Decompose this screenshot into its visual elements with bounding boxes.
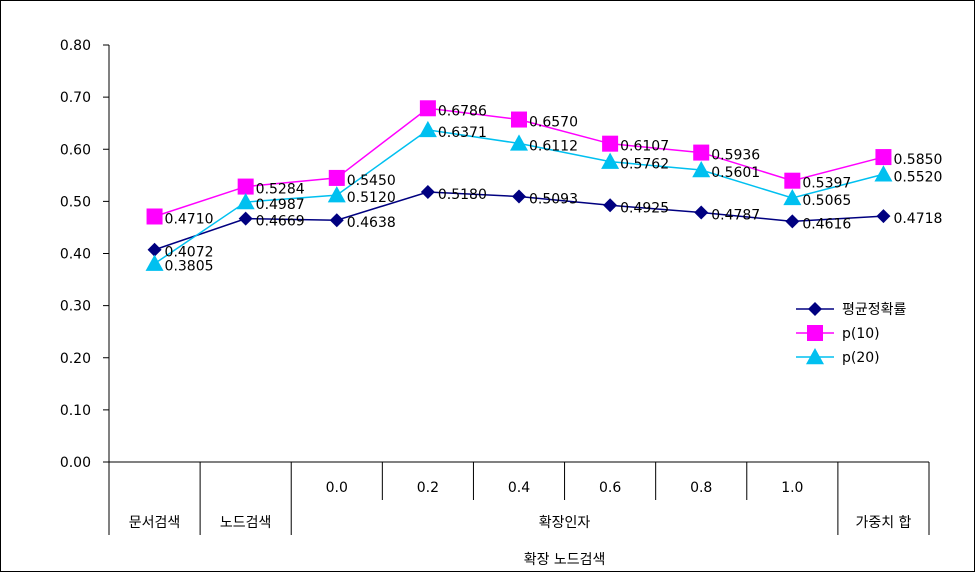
data-point-0 <box>785 214 800 229</box>
x-tick-label: 0.8 <box>690 480 712 496</box>
data-point-0 <box>512 189 526 204</box>
data-point-2 <box>692 161 711 178</box>
data-point-1 <box>602 135 619 152</box>
data-point-1 <box>237 178 254 195</box>
data-label: 0.6371 <box>438 125 487 141</box>
legend-marker-1 <box>807 325 823 341</box>
data-label: 0.4669 <box>256 214 305 230</box>
data-label: 0.5762 <box>620 157 669 173</box>
data-point-0 <box>694 205 709 220</box>
data-point-1 <box>328 169 345 186</box>
x-tick-label: 가중치 합 <box>855 515 911 531</box>
data-label: 0.5850 <box>893 152 942 168</box>
y-tick-label: 0.60 <box>60 142 91 158</box>
y-tick-label: 0.10 <box>60 403 91 419</box>
y-tick-label: 0.70 <box>60 90 91 106</box>
data-point-0 <box>238 211 253 226</box>
x-tick-label: 1.0 <box>781 480 803 496</box>
x-tick-label: 0.6 <box>599 480 621 496</box>
data-point-1 <box>146 208 163 225</box>
legend-label: 평균정확률 <box>842 302 907 318</box>
data-point-1 <box>511 111 527 128</box>
data-point-2 <box>510 134 528 151</box>
data-point-2 <box>418 120 437 138</box>
data-label: 0.4710 <box>165 211 214 227</box>
data-label: 0.3805 <box>165 259 214 275</box>
data-label: 0.5450 <box>347 173 396 189</box>
data-label: 0.5397 <box>802 176 851 192</box>
data-label: 0.4987 <box>256 197 305 213</box>
axis-group-title: 확장 노드검색 <box>524 552 606 568</box>
data-point-1 <box>419 100 436 117</box>
data-label: 0.6786 <box>438 103 487 119</box>
data-point-0 <box>420 184 435 199</box>
data-label: 0.5065 <box>802 193 851 209</box>
legend-marker-2 <box>806 348 824 365</box>
y-tick-label: 0.50 <box>60 194 91 210</box>
data-point-2 <box>783 188 802 206</box>
x-tick-label: 0.2 <box>417 480 439 496</box>
y-tick-label: 0.40 <box>60 247 91 263</box>
data-label: 0.5180 <box>438 187 487 203</box>
legend-marker-0 <box>808 302 822 316</box>
data-point-0 <box>147 242 162 257</box>
y-tick-label: 0.30 <box>60 299 91 315</box>
data-label: 0.4718 <box>893 211 942 227</box>
x-tick-label: 0.4 <box>508 480 530 496</box>
data-point-1 <box>693 144 710 161</box>
data-label: 0.5601 <box>711 165 760 181</box>
data-point-2 <box>601 152 620 169</box>
y-tick-label: 0.20 <box>60 351 91 367</box>
legend-label: p(10) <box>842 326 880 342</box>
y-tick-label: 0.00 <box>60 455 91 471</box>
x-tick-label: 문서검색 <box>129 515 181 531</box>
data-label: 0.4925 <box>620 200 669 216</box>
legend-label: p(20) <box>842 350 880 366</box>
data-label: 0.5093 <box>529 192 578 208</box>
data-point-2 <box>327 186 346 203</box>
data-label: 0.4072 <box>165 245 214 261</box>
data-label: 0.6112 <box>529 138 578 154</box>
x-tick-label: 노드검색 <box>220 515 272 531</box>
y-tick-label: 0.80 <box>60 38 91 54</box>
data-point-0 <box>603 198 618 213</box>
data-point-1 <box>875 149 892 166</box>
data-label: 0.5284 <box>256 182 305 198</box>
data-label: 0.5120 <box>347 190 396 206</box>
data-label: 0.4638 <box>347 215 396 231</box>
data-point-2 <box>236 193 255 210</box>
data-label: 0.6570 <box>529 115 578 131</box>
x-tick-label: 0.0 <box>326 480 348 496</box>
data-label: 0.5520 <box>893 169 942 185</box>
data-label: 0.5936 <box>711 148 760 164</box>
data-point-2 <box>145 254 164 271</box>
data-point-2 <box>874 165 893 182</box>
data-point-0 <box>329 213 344 228</box>
data-label: 0.6107 <box>620 139 669 155</box>
data-point-0 <box>876 209 891 224</box>
data-label: 0.4616 <box>802 216 851 232</box>
group-label: 확장인자 <box>539 515 591 531</box>
data-point-1 <box>784 172 801 189</box>
data-label: 0.4787 <box>711 207 760 223</box>
